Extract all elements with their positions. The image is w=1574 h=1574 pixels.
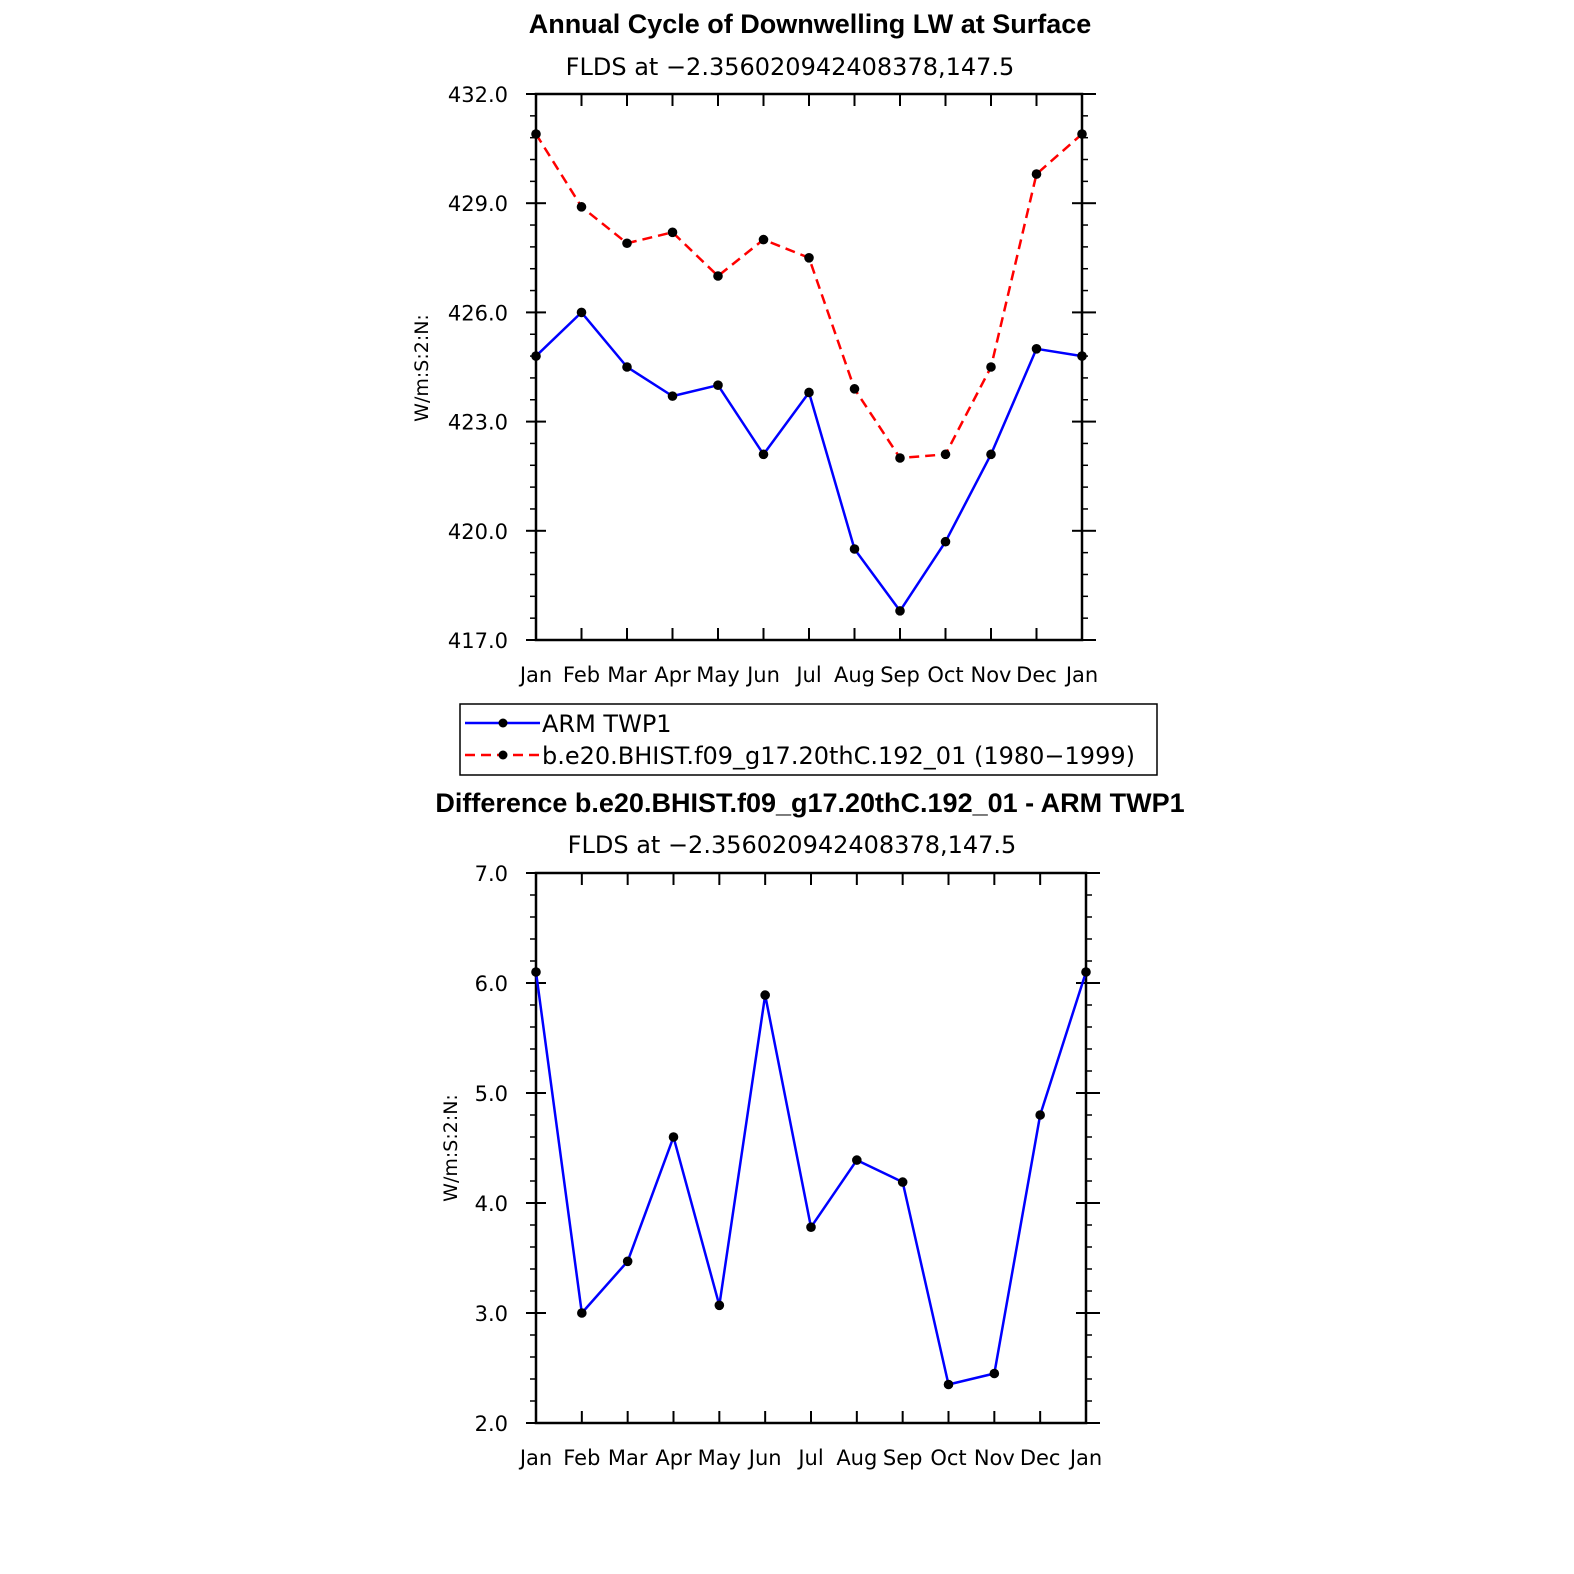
y-axis-label: W/m:S:2:N: [440, 1094, 462, 1202]
data-point [1081, 967, 1091, 977]
y-tick-label: 5.0 [475, 1082, 508, 1106]
x-tick-label: Jan [518, 1446, 552, 1470]
data-point [622, 238, 632, 249]
data-point [849, 544, 860, 554]
x-tick-label: Jul [794, 663, 821, 687]
chart-title: Annual Cycle of Downwelling LW at Surfac… [529, 9, 1092, 39]
legend-obs-label: ARM TWP1 [542, 710, 672, 738]
y-tick-label: 429.0 [448, 192, 508, 216]
y-axis-label: W/m:S:2:N: [411, 314, 433, 422]
x-tick-label: Jan [1068, 1446, 1102, 1470]
series-line-1 [534, 133, 1083, 460]
data-point [668, 1132, 679, 1142]
plot-frame [534, 92, 1084, 642]
x-tick-label: May [696, 663, 739, 687]
legend-box [459, 703, 1158, 776]
data-point [986, 449, 996, 460]
y-tick-label: 426.0 [448, 301, 508, 325]
data-point [989, 1368, 1000, 1379]
y-tick-label: 4.0 [475, 1192, 508, 1216]
y-tick-label: 6.0 [475, 972, 508, 996]
data-point [622, 1256, 633, 1267]
data-point [895, 453, 905, 463]
data-point [622, 362, 632, 372]
y-tick-label: 432.0 [448, 83, 508, 107]
x-tick-label: Nov [971, 663, 1012, 687]
legend-model-label: b.e20.BHIST.f09_g17.20thC.192_01 (1980−1… [542, 742, 1135, 770]
data-point [758, 449, 769, 460]
data-point [1031, 169, 1042, 179]
data-point [760, 990, 770, 1000]
series-line-0 [535, 311, 1083, 613]
data-point [895, 606, 905, 616]
x-tick-label: Mar [607, 663, 647, 687]
data-point [667, 391, 678, 401]
plot-frame [534, 871, 1088, 1425]
data-point [849, 384, 860, 394]
data-point [940, 536, 951, 547]
data-point [1077, 129, 1087, 139]
x-tick-label: Oct [930, 1446, 966, 1470]
x-tick-label: Aug [836, 1446, 877, 1470]
x-tick-label: Oct [927, 663, 963, 687]
y-tick-label: 2.0 [475, 1412, 508, 1436]
x-tick-label: Apr [654, 663, 691, 687]
data-point [806, 1222, 816, 1232]
legend-obs-marker [498, 718, 508, 728]
x-tick-label: Sep [883, 1446, 923, 1470]
data-point [1035, 1110, 1045, 1120]
data-point [940, 449, 951, 460]
series-line-0 [534, 971, 1088, 1386]
data-point [852, 1155, 862, 1165]
x-tick-label: Nov [974, 1446, 1015, 1470]
chart-title: Difference b.e20.BHIST.f09_g17.20thC.192… [435, 788, 1184, 818]
chart-subtitle: FLDS at −2.356020942408378,147.5 [566, 53, 1015, 81]
x-tick-label: Dec [1016, 663, 1057, 687]
data-point [576, 202, 587, 212]
data-point [943, 1379, 954, 1390]
data-point [714, 1300, 725, 1311]
y-tick-label: 7.0 [475, 862, 508, 886]
x-tick-label: Jun [747, 1446, 782, 1470]
x-tick-label: Aug [834, 663, 875, 687]
y-tick-label: 3.0 [475, 1302, 508, 1326]
data-point [713, 380, 723, 391]
data-point [758, 234, 769, 245]
x-tick-label: Mar [608, 1446, 648, 1470]
y-tick-label: 423.0 [448, 411, 508, 435]
data-point [713, 271, 723, 281]
x-tick-label: Sep [880, 663, 920, 687]
data-point [804, 387, 814, 398]
x-tick-label: Jan [518, 663, 552, 687]
data-point [667, 227, 678, 238]
x-tick-label: May [698, 1446, 741, 1470]
data-point [576, 307, 587, 318]
data-point [986, 362, 996, 372]
data-point [804, 252, 814, 263]
data-point [531, 351, 541, 361]
x-tick-label: Feb [563, 663, 600, 687]
y-tick-label: 417.0 [448, 629, 508, 653]
legend: ARM TWP1 b.e20.BHIST.f09_g17.20thC.192_0… [459, 703, 1158, 776]
legend-model-marker [498, 750, 508, 760]
data-point [531, 129, 541, 139]
data-point [1031, 344, 1042, 354]
data-point [897, 1177, 908, 1187]
x-tick-label: Apr [655, 1446, 692, 1470]
data-point [1077, 351, 1087, 361]
data-point [531, 967, 541, 977]
x-tick-label: Jun [745, 663, 780, 687]
difference-chart: Difference b.e20.BHIST.f09_g17.20thC.192… [435, 788, 1184, 1470]
data-point [577, 1308, 587, 1318]
y-tick-label: 420.0 [448, 520, 508, 544]
x-tick-label: Jan [1064, 663, 1098, 687]
annual-cycle-chart: Annual Cycle of Downwelling LW at Surfac… [411, 9, 1098, 687]
x-tick-label: Jul [796, 1446, 823, 1470]
x-tick-label: Feb [563, 1446, 600, 1470]
x-tick-label: Dec [1020, 1446, 1061, 1470]
chart-subtitle: FLDS at −2.356020942408378,147.5 [568, 831, 1017, 859]
